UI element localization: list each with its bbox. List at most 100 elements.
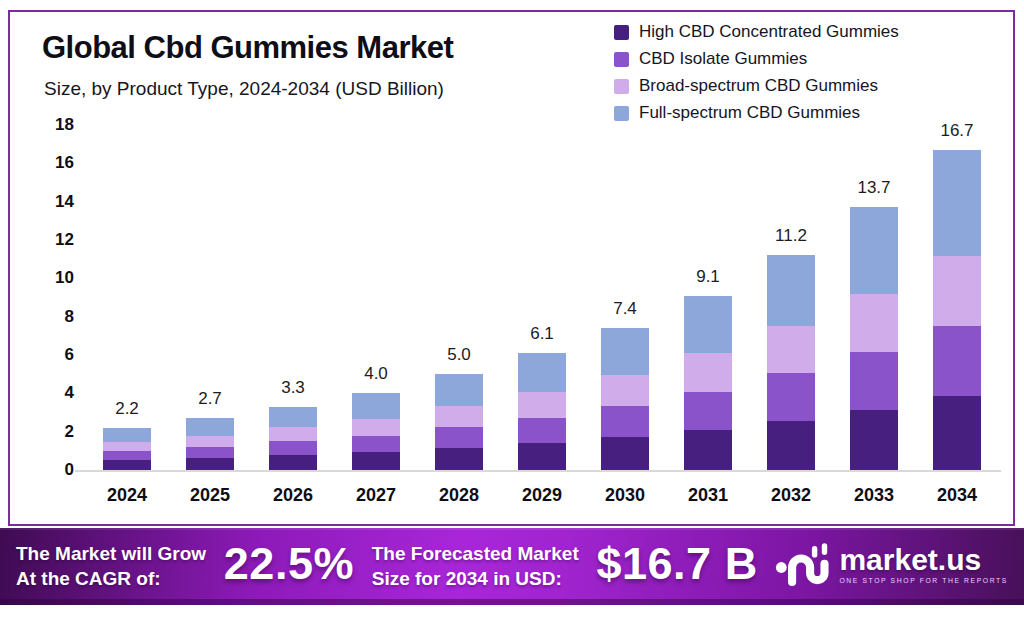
bar-segment xyxy=(601,328,649,375)
bar-segment xyxy=(186,447,234,458)
bar-segment xyxy=(767,255,815,326)
y-tick-label: 0 xyxy=(34,459,74,481)
bar-total-label: 5.0 xyxy=(425,345,492,365)
bar-segment xyxy=(103,428,151,442)
bar-total-label: 4.0 xyxy=(342,364,409,384)
legend-label: High CBD Concentrated Gummies xyxy=(639,22,899,42)
bar-segment xyxy=(933,256,981,326)
bar-total-label: 7.4 xyxy=(591,299,658,319)
logo-text: market.us xyxy=(839,545,1008,575)
cagr-value: 22.5% xyxy=(224,538,354,596)
bar-segment xyxy=(767,421,815,470)
bar-segment xyxy=(518,353,566,392)
infographic-page: Global Cbd Gummies Market Size, by Produ… xyxy=(0,0,1024,621)
legend-label: Broad-spectrum CBD Gummies xyxy=(639,76,878,96)
legend-swatch-icon xyxy=(614,52,629,67)
bar-column: 11.22032 xyxy=(767,125,815,470)
bar-column: 5.02028 xyxy=(435,125,483,470)
bar-segment xyxy=(933,396,981,470)
bar-column: 16.72034 xyxy=(933,125,981,470)
bar-segment xyxy=(933,326,981,396)
legend-label: Full-spectrum CBD Gummies xyxy=(639,103,860,123)
y-tick-label: 10 xyxy=(34,267,74,289)
bar-total-label: 2.7 xyxy=(176,389,243,409)
bar-column: 3.32026 xyxy=(269,125,317,470)
bar-segment xyxy=(435,406,483,427)
bar-segment xyxy=(186,436,234,447)
legend-item: CBD Isolate Gummies xyxy=(614,49,899,69)
marketus-logo: market.us ONE STOP SHOP FOR THE REPORTS xyxy=(775,540,1008,594)
chart-legend: High CBD Concentrated Gummies CBD Isolate… xyxy=(614,22,899,123)
bar-total-label: 16.7 xyxy=(923,121,990,141)
x-tick-label: 2025 xyxy=(172,485,249,506)
bar-segment xyxy=(352,436,400,453)
bar-segment xyxy=(518,418,566,444)
bar-segment xyxy=(269,427,317,441)
footer-banner: The Market will Grow At the CAGR of: 22.… xyxy=(0,528,1024,605)
y-axis: 024681012141618 xyxy=(34,125,74,470)
x-tick-label: 2029 xyxy=(504,485,581,506)
bar-total-label: 2.2 xyxy=(93,399,160,419)
plot-area: 2.220242.720253.320264.020275.020286.120… xyxy=(103,125,981,470)
marketus-logo-icon xyxy=(775,540,829,590)
bar-segment xyxy=(601,406,649,437)
cagr-label: The Market will Grow At the CAGR of: xyxy=(16,542,206,591)
bar-segment xyxy=(601,437,649,470)
bar-total-label: 3.3 xyxy=(259,378,326,398)
y-tick-label: 2 xyxy=(34,421,74,443)
bar-segment xyxy=(850,294,898,352)
bar-column: 6.12029 xyxy=(518,125,566,470)
bar-column: 13.72033 xyxy=(850,125,898,470)
legend-item: Broad-spectrum CBD Gummies xyxy=(614,76,899,96)
chart-card: Global Cbd Gummies Market Size, by Produ… xyxy=(8,10,1015,526)
x-tick-label: 2024 xyxy=(89,485,166,506)
bar-total-label: 13.7 xyxy=(840,178,907,198)
forecast-value: $16.7 B xyxy=(597,538,758,596)
y-tick-label: 16 xyxy=(34,152,74,174)
bar-segment xyxy=(684,296,732,354)
bar-segment xyxy=(103,451,151,460)
bar-segment xyxy=(435,374,483,406)
bar-segment xyxy=(518,443,566,470)
y-tick-label: 8 xyxy=(34,306,74,328)
legend-label: CBD Isolate Gummies xyxy=(639,49,807,69)
bar-segment xyxy=(269,441,317,455)
bar-segment xyxy=(435,448,483,470)
bar-segment xyxy=(684,430,732,470)
x-tick-label: 2027 xyxy=(338,485,415,506)
bar-column: 2.22024 xyxy=(103,125,151,470)
x-tick-label: 2028 xyxy=(421,485,498,506)
y-tick-label: 12 xyxy=(34,229,74,251)
bar-segment xyxy=(269,455,317,470)
bar-segment xyxy=(186,458,234,470)
bar-segment xyxy=(352,419,400,436)
bar-segment xyxy=(435,427,483,448)
bar-column: 4.02027 xyxy=(352,125,400,470)
bar-column: 9.12031 xyxy=(684,125,732,470)
cagr-label-line1: The Market will Grow xyxy=(16,542,206,567)
bar-segment xyxy=(684,392,732,430)
bar-segment xyxy=(103,460,151,470)
bar-segment xyxy=(850,207,898,294)
x-tick-label: 2034 xyxy=(919,485,996,506)
legend-swatch-icon xyxy=(614,79,629,94)
bar-total-label: 11.2 xyxy=(757,226,824,246)
y-tick-label: 4 xyxy=(34,382,74,404)
bar-total-label: 9.1 xyxy=(674,267,741,287)
bar-segment xyxy=(933,150,981,256)
bar-segment xyxy=(601,375,649,406)
forecast-label-line1: The Forecasted Market xyxy=(372,542,579,567)
bar-segment xyxy=(850,410,898,470)
x-tick-label: 2033 xyxy=(836,485,913,506)
x-tick-label: 2030 xyxy=(587,485,664,506)
x-tick-label: 2032 xyxy=(753,485,830,506)
y-tick-label: 18 xyxy=(34,114,74,136)
x-tick-label: 2031 xyxy=(670,485,747,506)
bar-segment xyxy=(518,392,566,418)
bar-column: 7.42030 xyxy=(601,125,649,470)
bar-segment xyxy=(103,442,151,451)
bar-segment xyxy=(850,352,898,410)
bar-total-label: 6.1 xyxy=(508,324,575,344)
chart-title: Global Cbd Gummies Market xyxy=(42,30,453,66)
y-tick-label: 14 xyxy=(34,191,74,213)
